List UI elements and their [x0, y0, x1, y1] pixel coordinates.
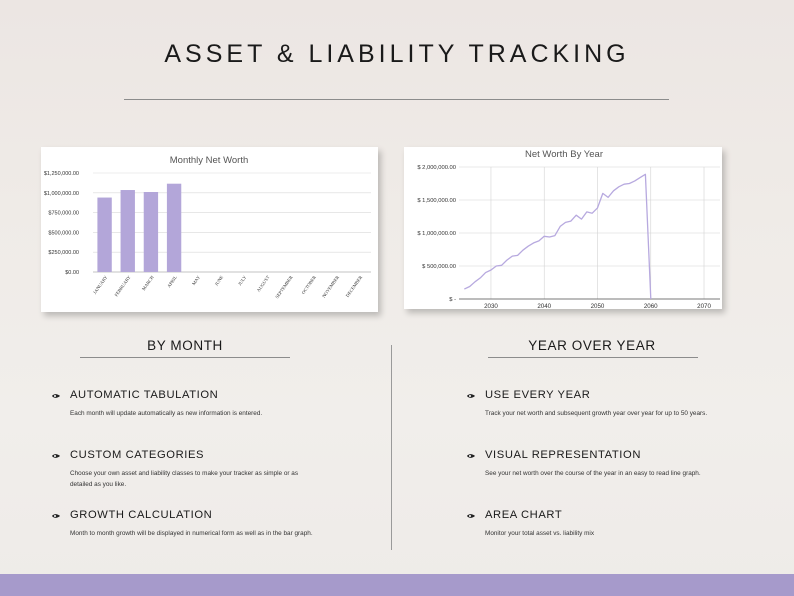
- net-worth-by-year-svg: Net Worth By Year $ - $ 500,000.00 $ 1,000,…: [417, 149, 720, 309]
- feature-description: Month to month growth will be displayed …: [70, 530, 313, 537]
- y-tick-label: $1,000,000.00: [44, 191, 79, 197]
- y-tick-label: $500,000.00: [48, 230, 79, 236]
- x-tick-label: AUGUST: [256, 275, 271, 293]
- ink-nib-icon: [467, 454, 475, 458]
- y-tick-label: $750,000.00: [48, 211, 79, 217]
- ink-nib-icon: [467, 514, 475, 518]
- chart-title: Net Worth By Year: [525, 149, 603, 160]
- feature-description: Each month will update automatically as …: [70, 410, 263, 417]
- x-tick-label: JANUARY: [92, 274, 109, 295]
- x-tick-label: OCTOBER: [301, 274, 318, 295]
- x-tick-label: FEBRUARY: [114, 274, 132, 297]
- ink-nib-icon: [467, 394, 475, 398]
- x-tick-label: MARCH: [141, 274, 155, 291]
- feature-heading: VISUAL REPRESENTATION: [485, 449, 641, 461]
- bar: [166, 183, 182, 272]
- y-tick-label: $ 500,000.00: [422, 264, 456, 270]
- x-tick-label: MAY: [191, 274, 201, 286]
- x-tick-label: APRIL: [166, 275, 178, 289]
- ink-nib-icon: [52, 394, 60, 398]
- feature-heading: GROWTH CALCULATION: [70, 509, 213, 521]
- y-tick-label: $ -: [449, 297, 456, 303]
- x-tick-label: 2030: [484, 303, 498, 309]
- feature-description: Choose your own asset and liability clas…: [70, 470, 299, 488]
- ink-nib-icon: [52, 514, 60, 518]
- chart-title: Monthly Net Worth: [170, 155, 249, 166]
- x-tick-label: 2060: [644, 303, 658, 309]
- column-divider: [391, 345, 392, 550]
- feature-heading: USE EVERY YEAR: [485, 389, 591, 401]
- y-tick-label: $250,000.00: [48, 250, 79, 256]
- by-month-divider: [80, 357, 290, 358]
- title-divider: [124, 99, 669, 100]
- bar: [143, 192, 159, 272]
- bar: [120, 190, 135, 272]
- x-tick-label: JUNE: [214, 275, 225, 287]
- x-tick-label: SEPTEMBER: [274, 274, 294, 299]
- footer-band: [0, 574, 794, 596]
- feature-description: Monitor your total asset vs. liability m…: [485, 530, 595, 537]
- series-line: [464, 173, 652, 300]
- x-tick-label: DECEMBER: [345, 274, 364, 298]
- y-tick-label: $1,250,000.00: [44, 171, 79, 177]
- feature-description: See your net worth over the course of th…: [485, 470, 701, 477]
- feature-heading: AREA CHART: [485, 509, 563, 521]
- x-tick-label: 2040: [537, 303, 551, 309]
- feature-heading: AUTOMATIC TABULATION: [70, 389, 219, 401]
- by-month-heading: BY MONTH: [147, 338, 223, 353]
- net-worth-by-year-chart: Net Worth By Year $ - $ 500,000.00 $ 1,000,…: [404, 147, 722, 309]
- feature-description: Track your net worth and subsequent grow…: [485, 410, 708, 417]
- year-over-year-divider: [488, 357, 698, 358]
- x-tick-label: 2050: [591, 303, 605, 309]
- y-tick-label: $ 1,000,000.00: [417, 231, 456, 237]
- year-over-year-heading: YEAR OVER YEAR: [528, 338, 656, 353]
- feature-heading: CUSTOM CATEGORIES: [70, 449, 205, 461]
- page-title: ASSET & LIABILITY TRACKING: [164, 40, 630, 68]
- x-tick-label: JULY: [237, 274, 248, 286]
- y-tick-label: $ 1,500,000.00: [417, 198, 456, 204]
- x-tick-label: NOVEMBER: [321, 274, 340, 299]
- x-tick-label: 2070: [697, 303, 711, 309]
- ink-nib-icon: [52, 454, 60, 458]
- y-tick-label: $0.00: [65, 270, 79, 276]
- monthly-net-worth-svg: Monthly Net Worth $0.00 $250,000.00 $500,00…: [44, 155, 371, 299]
- bar: [97, 197, 112, 272]
- y-tick-label: $ 2,000,000.00: [417, 165, 456, 171]
- monthly-net-worth-chart: Monthly Net Worth $0.00 $250,000.00 $500,00…: [41, 147, 378, 312]
